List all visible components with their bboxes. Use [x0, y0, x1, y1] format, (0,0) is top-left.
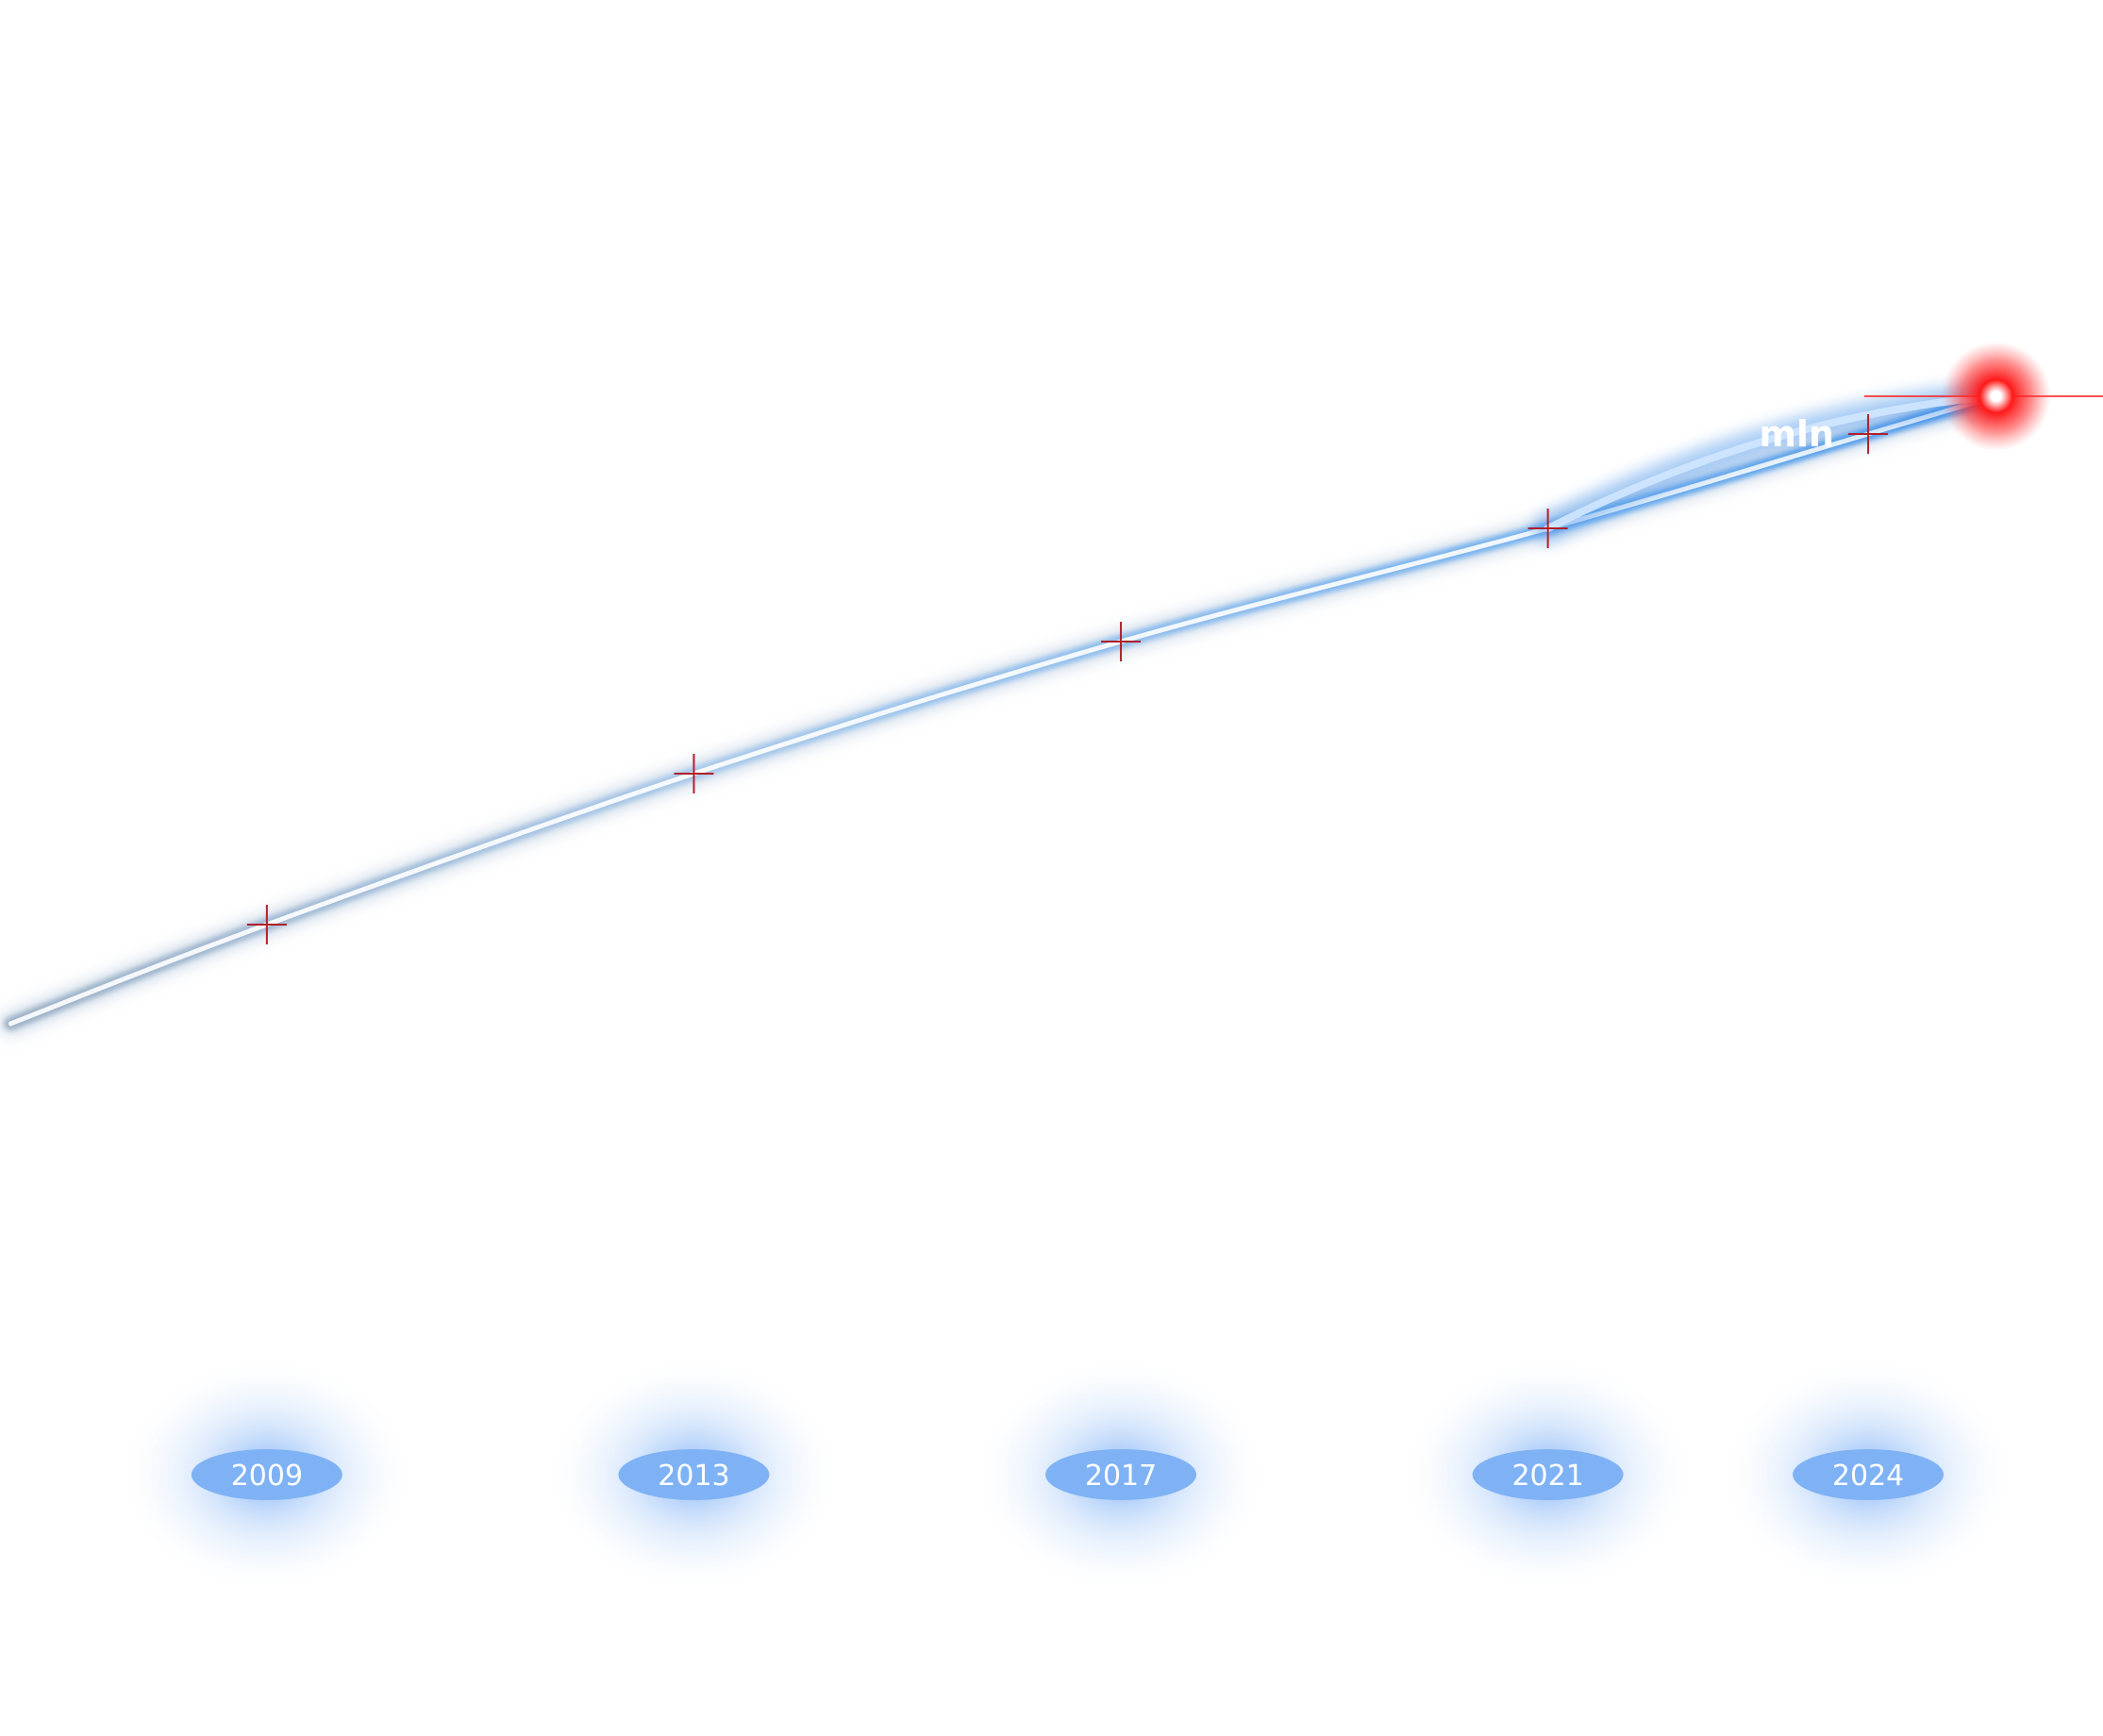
year-badges: 2009 2013 2017 2021 2024: [191, 1449, 1944, 1500]
x-tick-label: 2021: [1511, 1460, 1583, 1493]
comet-head-core: [1544, 392, 2000, 532]
point-marker: [1848, 414, 1889, 454]
trail-body: [4, 390, 2003, 1030]
point-marker: [674, 754, 714, 793]
point-markers: [246, 414, 1889, 944]
end-glow: [1863, 342, 2103, 451]
point-marker: [1101, 622, 1142, 661]
point-marker: [246, 905, 287, 944]
series-trail: [0, 382, 2011, 1036]
point-value-label: mln: [1759, 413, 1834, 455]
year-badge: [1793, 1449, 1944, 1500]
year-badge: [1045, 1449, 1197, 1500]
x-tick-label: 2024: [1832, 1460, 1904, 1493]
x-tick-label: 2009: [231, 1460, 303, 1493]
x-tick-label: 2013: [658, 1460, 729, 1493]
point-labels: mln: [1759, 413, 1834, 455]
year-badge: [618, 1449, 770, 1500]
year-badge: [1472, 1449, 1624, 1500]
trail-core: [8, 393, 1999, 1027]
point-marker: [1527, 509, 1568, 548]
x-tick-label: 2017: [1085, 1460, 1157, 1493]
year-badge: [191, 1449, 342, 1500]
end-glow-core: [1990, 391, 2002, 402]
